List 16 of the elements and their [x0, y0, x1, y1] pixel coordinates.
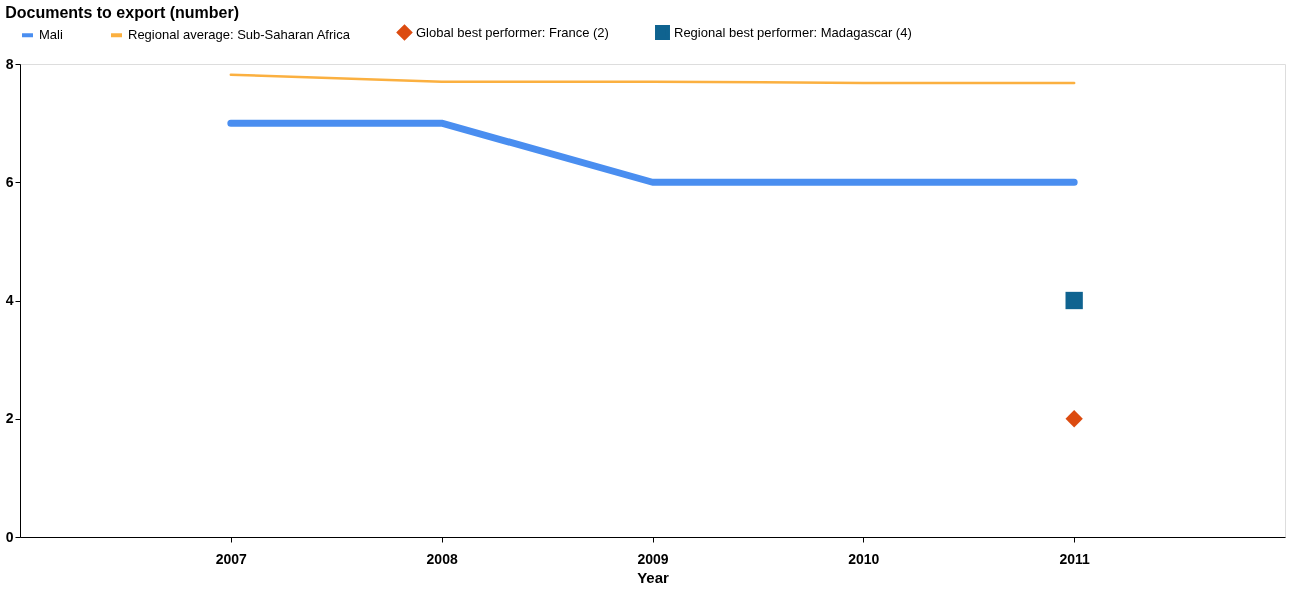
- x-tick-label: 2009: [637, 550, 669, 567]
- y-tick-label: 4: [5, 292, 14, 308]
- y-tick-label: 8: [5, 55, 14, 72]
- y-tick-label: 2: [5, 410, 14, 427]
- legend-label: Mali: [39, 27, 63, 43]
- x-tick-label: 2010: [848, 550, 880, 567]
- y-tick-label: 0: [5, 528, 14, 545]
- legend-label: Global best performer: France (2): [416, 24, 609, 40]
- x-axis-title: Year: [637, 568, 670, 586]
- x-tick-label: 2011: [1059, 550, 1091, 567]
- chart-title: Documents to export (number): [5, 4, 240, 21]
- y-tick-label: 6: [5, 173, 14, 190]
- x-tick-label: 2008: [426, 550, 458, 567]
- legend-label: Regional average: Sub-Saharan Africa: [128, 27, 351, 43]
- x-tick-label: 2007: [215, 550, 248, 567]
- legend-label: Regional best performer: Madagascar (4): [674, 24, 912, 40]
